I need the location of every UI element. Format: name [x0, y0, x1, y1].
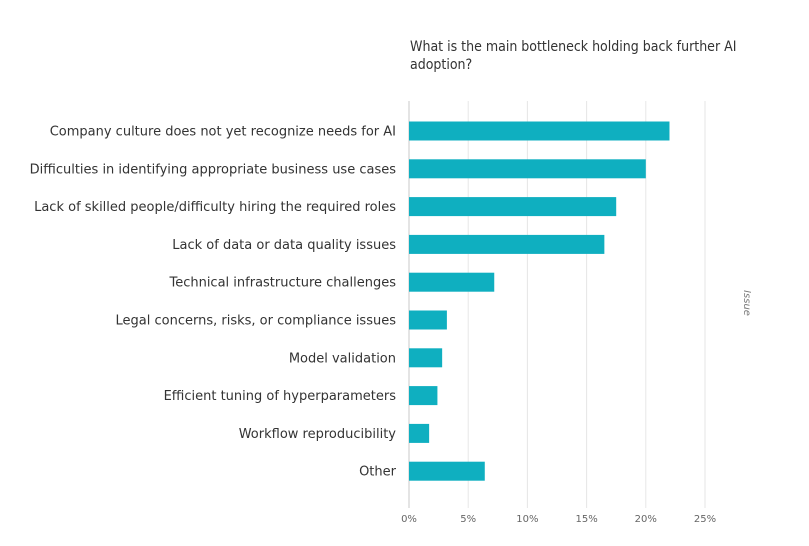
x-tick-label: 25%	[694, 514, 716, 525]
x-tick-label: 10%	[516, 514, 538, 525]
category-label: Company culture does not yet recognize n…	[50, 125, 396, 140]
category-label: Lack of data or data quality issues	[172, 238, 396, 253]
side-axis-label: Issue	[741, 290, 752, 316]
x-tick-label: 5%	[460, 514, 476, 525]
bar	[409, 121, 670, 141]
bar	[409, 386, 438, 406]
bar	[409, 461, 485, 481]
category-labels: Company culture does not yet recognize n…	[30, 125, 397, 480]
bar	[409, 197, 617, 217]
category-label: Lack of skilled people/difficulty hiring…	[34, 200, 396, 215]
category-label: Legal concerns, risks, or compliance iss…	[116, 314, 397, 329]
bars	[409, 121, 670, 481]
x-tick-label: 0%	[401, 514, 417, 525]
x-tick-label: 20%	[635, 514, 657, 525]
bar	[409, 234, 605, 254]
x-tick-label: 15%	[575, 514, 597, 525]
category-label: Model validation	[289, 351, 396, 366]
bar	[409, 310, 447, 330]
category-label: Difficulties in identifying appropriate …	[30, 162, 397, 177]
category-label: Workflow reproducibility	[239, 427, 397, 442]
bar	[409, 423, 430, 443]
x-tick-labels: 0% 5% 10% 15% 20% 25%	[401, 514, 716, 525]
bar	[409, 272, 495, 292]
bar	[409, 348, 443, 368]
category-label: Technical infrastructure challenges	[168, 276, 396, 291]
chart-title: What is the main bottleneck holding back…	[410, 39, 737, 73]
bar	[409, 159, 646, 179]
category-label: Other	[359, 465, 397, 480]
category-label: Efficient tuning of hyperparameters	[164, 389, 397, 404]
